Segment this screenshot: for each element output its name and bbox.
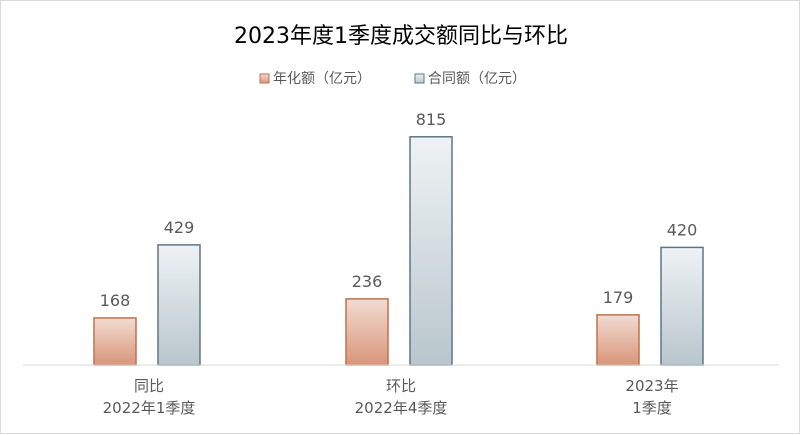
value-label-series2-cat2: 815 (416, 110, 447, 129)
value-label-series1-cat2: 236 (352, 272, 383, 291)
value-label-series2-cat3: 420 (667, 220, 698, 239)
bars-group: 168 429 236 815 179 420 (93, 110, 704, 366)
bar-series2-cat2 (409, 136, 453, 366)
bar-series2-cat1 (157, 244, 201, 366)
value-label-series1-cat1: 168 (100, 291, 131, 310)
x-axis-ticks: 同比 2022年1季度 环比 2022年4季度 2023年 1季度 (103, 377, 679, 417)
bar-series1-cat1 (93, 317, 137, 366)
tick-label-cat3-line2: 1季度 (632, 399, 672, 417)
value-label-series2-cat1: 429 (164, 218, 195, 237)
tick-label-cat2-line2: 2022年4季度 (355, 399, 448, 417)
legend-swatch-2 (414, 73, 425, 84)
chart-title: 2023年度1季度成交额同比与环比 (234, 24, 568, 49)
bar-series2-cat3 (660, 246, 704, 366)
tick-label-cat1-line2: 2022年1季度 (103, 399, 196, 417)
bar-series1-cat3 (596, 314, 640, 366)
legend: 年化额（亿元） 合同额（亿元） (259, 71, 526, 87)
legend-label-1: 年化额（亿元） (273, 71, 371, 87)
bar-series1-cat2 (345, 298, 389, 366)
tick-label-cat2-line1: 环比 (386, 377, 416, 395)
tick-label-cat1-line1: 同比 (134, 377, 164, 395)
tick-label-cat3-line1: 2023年 (625, 377, 678, 395)
legend-swatch-1 (259, 73, 270, 84)
legend-label-2: 合同额（亿元） (428, 71, 526, 87)
value-label-series1-cat3: 179 (603, 288, 634, 307)
